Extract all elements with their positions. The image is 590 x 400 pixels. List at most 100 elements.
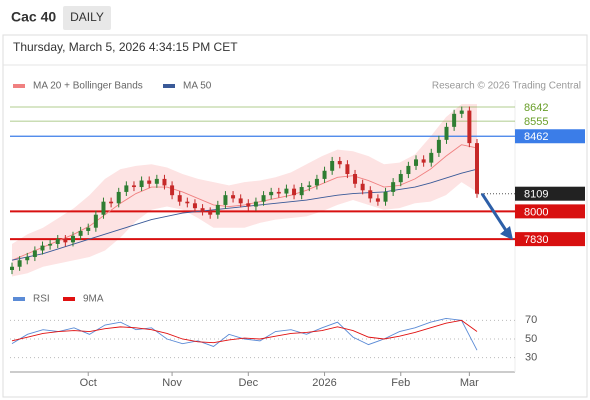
legend-swatch	[163, 84, 175, 88]
candle-body	[307, 185, 312, 188]
candle-body	[231, 195, 236, 199]
candle-body	[269, 191, 274, 196]
candle-body	[215, 204, 220, 215]
y-tick-label: 50	[525, 333, 537, 345]
x-tick-label: Feb	[391, 377, 410, 389]
level-label: 8555	[524, 116, 548, 128]
level-tag	[515, 204, 585, 219]
candle-body	[330, 161, 335, 171]
bollinger-band	[12, 104, 477, 277]
candle-body	[93, 214, 98, 228]
candle-body	[147, 180, 152, 184]
indicator-line	[11, 318, 478, 351]
candle-body	[101, 201, 106, 215]
candle-body	[116, 191, 121, 204]
period-button[interactable]	[63, 6, 111, 30]
candle-body	[63, 239, 68, 243]
level-label: 7830	[524, 234, 548, 246]
candle-body	[17, 260, 22, 267]
candle-body	[383, 191, 388, 202]
candle-body	[185, 201, 190, 204]
candle-body	[32, 250, 37, 257]
candle-body	[223, 195, 228, 205]
candle-body	[292, 188, 297, 196]
candle-body	[109, 201, 114, 204]
candle-body	[40, 245, 45, 251]
x-tick-label: Dec	[239, 377, 259, 389]
level-label: 8000	[524, 206, 548, 218]
level-label: 8109	[524, 189, 548, 201]
candle-body	[139, 180, 144, 188]
legend-swatch	[63, 297, 75, 301]
level-tag	[515, 129, 585, 144]
candle-body	[261, 195, 266, 202]
candle-body	[436, 139, 441, 153]
candle-body	[375, 198, 380, 202]
candle-body	[124, 185, 129, 192]
ma-line	[11, 168, 478, 261]
candle-body	[162, 178, 167, 186]
candle-body	[170, 185, 175, 196]
timestamp: Thursday, March 5, 2026 4:34:15 PM CET	[13, 40, 238, 54]
candle-body	[25, 256, 30, 261]
forecast-arrowhead	[500, 226, 513, 240]
ma-line	[11, 144, 478, 261]
candle-body	[177, 195, 182, 202]
candle-body	[452, 113, 457, 127]
candle-body	[360, 183, 365, 191]
x-tick-label: Oct	[80, 377, 97, 389]
legend-swatch	[13, 297, 25, 301]
candle-body	[299, 187, 304, 196]
candle-body	[192, 203, 197, 209]
candle-body	[10, 266, 14, 270]
candle-body	[200, 208, 205, 212]
candle-body	[459, 110, 464, 114]
candle-body	[368, 190, 373, 199]
candle-body	[314, 178, 319, 186]
legend-label: MA 20 + Bollinger Bands	[33, 81, 143, 92]
candle-body	[238, 198, 243, 204]
candle-body	[467, 110, 472, 144]
x-tick-label: Mar	[460, 377, 479, 389]
candle-body	[421, 159, 426, 163]
candle-body	[253, 201, 258, 207]
candle-body	[208, 211, 213, 215]
symbol-box	[3, 4, 61, 30]
candle-body	[86, 227, 91, 231]
legend-label: MA 50	[183, 81, 212, 92]
candle-body	[353, 174, 358, 184]
candle-body	[48, 243, 53, 246]
x-tick-label: Nov	[162, 377, 182, 389]
level-label: 8462	[524, 131, 548, 143]
candle-body	[276, 191, 281, 194]
candle-body	[246, 203, 251, 207]
y-tick-label: 30	[525, 352, 537, 364]
y-tick-label: 70	[525, 314, 537, 326]
candle-body	[322, 170, 327, 179]
candle-body	[429, 152, 434, 163]
candle-body	[284, 188, 289, 194]
candle-body	[337, 161, 342, 165]
legend-label: RSI	[33, 294, 50, 305]
x-tick-label: 2026	[312, 377, 336, 389]
legend-label: 9MA	[83, 294, 104, 305]
indicator-line	[11, 319, 478, 344]
candle-body	[70, 235, 75, 243]
candle-body	[406, 165, 411, 175]
candle-body	[154, 178, 159, 184]
level-tag	[515, 232, 585, 247]
candle-body	[131, 185, 136, 188]
symbol: Cac 40	[11, 9, 56, 25]
candle-body	[475, 143, 479, 194]
candle-body	[78, 230, 83, 236]
candle-body	[398, 174, 403, 183]
panel-frame	[2, 34, 588, 398]
period[interactable]: DAILY	[70, 10, 104, 24]
level-label: 8642	[524, 102, 548, 114]
candle-body	[391, 182, 396, 192]
candle-body	[55, 239, 60, 244]
candle-body	[414, 159, 419, 166]
forecast-arrow	[480, 192, 509, 233]
